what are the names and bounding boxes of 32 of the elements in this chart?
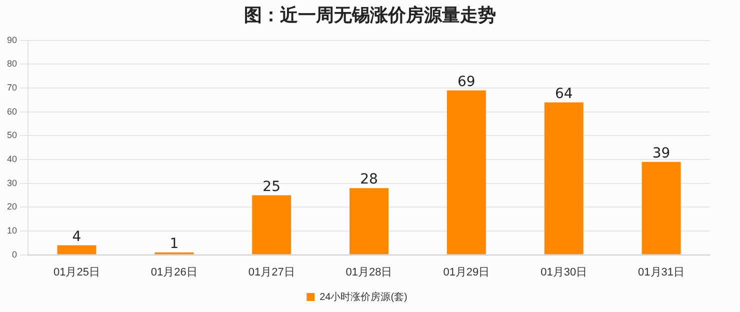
- y-tick-label: 50: [6, 130, 18, 140]
- y-tick-label: 80: [6, 58, 18, 69]
- y-tick-label: 10: [6, 225, 18, 236]
- x-tick-label: 01月31日: [638, 266, 685, 278]
- bar: [642, 162, 681, 254]
- data-label: 4: [72, 228, 82, 245]
- y-tick-label: 70: [6, 82, 18, 93]
- bar: [446, 90, 486, 254]
- data-label: 64: [554, 86, 573, 102]
- data-label: 69: [458, 74, 476, 90]
- legend-label: 24小时涨价房源(套): [320, 290, 408, 303]
- y-tick-label: 90: [6, 34, 18, 45]
- bar: [350, 188, 388, 254]
- data-label: 25: [262, 178, 280, 195]
- data-label: 28: [360, 172, 378, 188]
- x-tick-label: 01月30日: [540, 266, 588, 278]
- bar: [544, 102, 584, 254]
- data-label: 39: [652, 146, 670, 162]
- y-tick-label: 40: [6, 154, 18, 164]
- y-tick-label: 30: [6, 178, 18, 188]
- bar: [252, 195, 292, 254]
- y-tick-label: 60: [6, 106, 18, 116]
- y-tick-label: 20: [6, 202, 18, 212]
- y-tick-label: 0: [12, 249, 18, 260]
- x-tick-label: 01月27日: [248, 266, 295, 278]
- data-label: 1: [170, 236, 179, 252]
- chart-title: 图：近一周无锡涨价房源量走势: [243, 4, 497, 28]
- x-tick-label: 01月29日: [443, 266, 490, 278]
- x-tick-label: 01月25日: [53, 266, 100, 278]
- x-tick-label: 01月26日: [150, 266, 198, 278]
- bar: [57, 245, 96, 254]
- x-tick-label: 01月28日: [346, 266, 392, 278]
